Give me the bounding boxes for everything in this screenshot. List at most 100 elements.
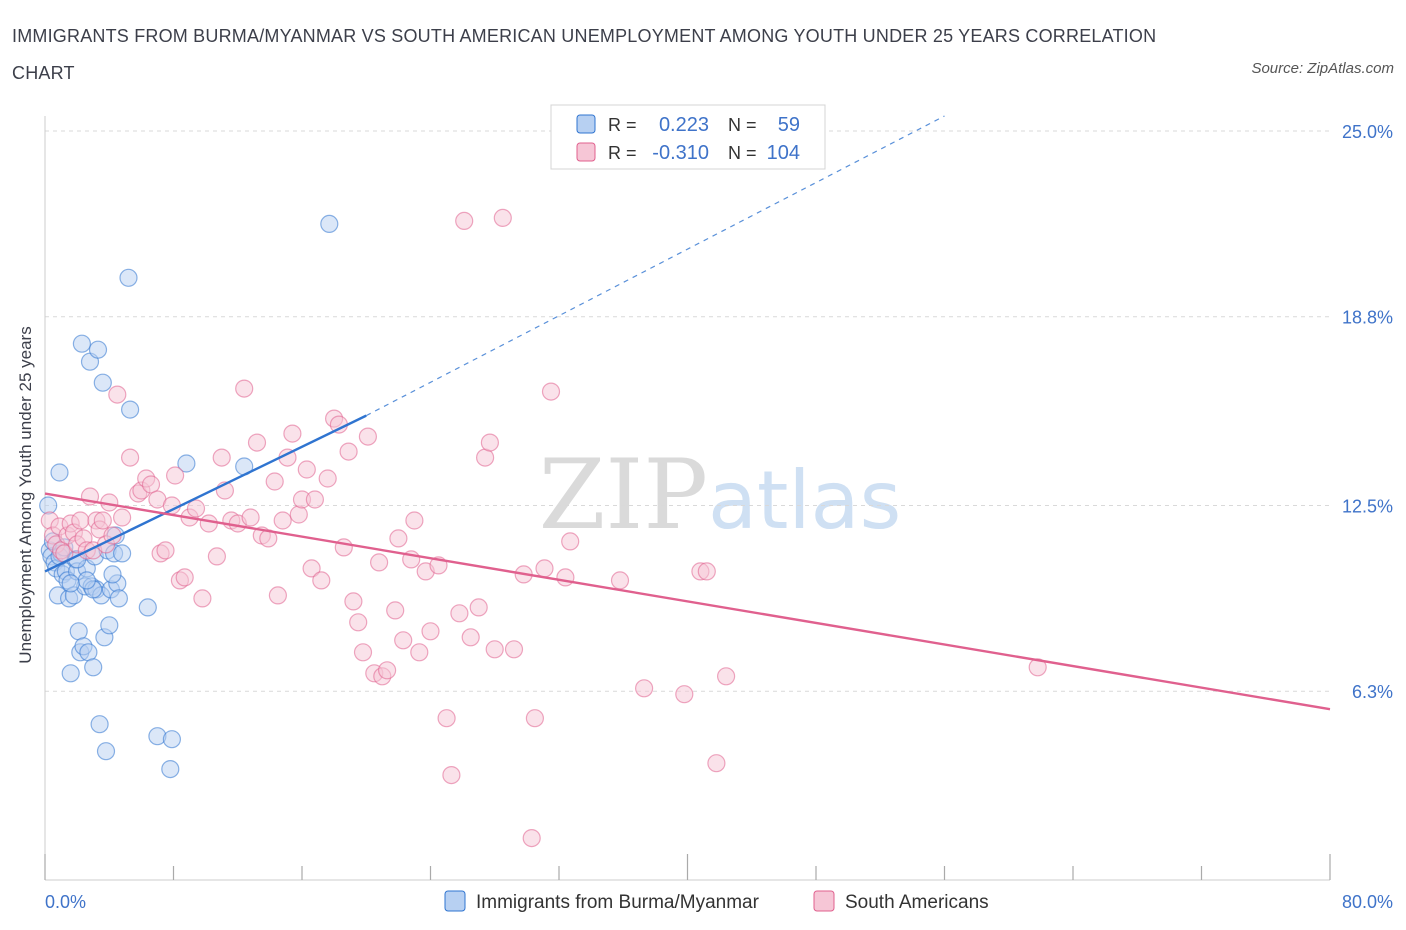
watermark: ZIPatlas — [539, 439, 902, 551]
y-tick-label: 6.3% — [1352, 682, 1393, 702]
data-point — [469, 598, 488, 617]
data-point — [339, 442, 358, 461]
data-point — [138, 598, 157, 617]
data-point — [283, 424, 302, 443]
data-point — [199, 514, 218, 533]
data-point — [39, 496, 58, 515]
data-point — [156, 541, 175, 560]
data-point — [334, 538, 353, 557]
data-point — [100, 616, 119, 635]
data-point — [450, 604, 469, 623]
data-point — [71, 511, 90, 530]
trend-line-pink — [44, 492, 1331, 711]
data-point — [437, 709, 456, 728]
data-point — [61, 574, 80, 593]
data-point — [273, 511, 292, 530]
data-point — [610, 571, 630, 590]
data-point — [480, 433, 499, 452]
data-point — [1028, 658, 1047, 677]
x-tick-label: 0.0% — [45, 892, 86, 912]
data-point — [344, 592, 363, 611]
stats-legend-box — [550, 104, 826, 170]
data-point — [235, 379, 254, 398]
y-tick-label: 25.0% — [1342, 122, 1393, 142]
y-tick-label: 18.8% — [1342, 308, 1393, 328]
y-tick-label: 12.5% — [1342, 496, 1393, 516]
data-point — [389, 529, 408, 548]
data-point — [485, 640, 504, 659]
data-point — [77, 571, 96, 590]
data-point — [141, 475, 161, 494]
data-point — [119, 268, 138, 287]
data-point — [561, 532, 580, 551]
n-value: 104 — [767, 142, 800, 164]
legend-label: South Americans — [845, 892, 989, 913]
trend-line-extension — [365, 115, 945, 417]
data-point — [476, 448, 495, 467]
data-point — [69, 622, 88, 641]
data-point — [162, 730, 181, 749]
data-point — [697, 562, 716, 581]
legend-swatch — [444, 890, 466, 912]
trend-line-blue — [44, 414, 367, 573]
data-point — [175, 568, 194, 587]
data-point — [421, 622, 440, 641]
data-point — [394, 631, 413, 650]
x-tick-label: 80.0% — [1342, 892, 1393, 912]
data-point — [193, 589, 212, 608]
data-point — [212, 448, 231, 467]
data-point — [405, 511, 424, 530]
data-point — [535, 559, 554, 578]
data-point — [166, 466, 185, 485]
data-point — [121, 400, 140, 419]
data-point — [72, 334, 92, 353]
data-point — [675, 685, 694, 704]
data-point — [318, 469, 337, 488]
legend-swatch — [813, 890, 835, 912]
data-point — [177, 454, 196, 473]
data-point — [88, 340, 108, 359]
data-point — [207, 547, 226, 566]
data-point — [96, 742, 116, 761]
r-label: R = — [608, 143, 637, 163]
data-point — [103, 565, 122, 584]
n-label: N = — [728, 143, 757, 163]
r-value: 0.223 — [659, 114, 709, 136]
data-point — [247, 433, 267, 452]
data-point — [302, 559, 321, 578]
source-label: Source: ZipAtlas.com — [1251, 60, 1394, 77]
data-point — [121, 448, 140, 467]
legend-label: Immigrants from Burma/Myanmar — [476, 892, 760, 913]
data-point — [79, 643, 98, 662]
data-point — [541, 382, 561, 401]
series-legend: Immigrants from Burma/Myanmar South Ameri… — [444, 890, 989, 913]
data-point — [634, 679, 654, 698]
data-point — [386, 601, 405, 620]
data-point — [312, 571, 331, 590]
data-point — [108, 385, 127, 404]
data-point — [358, 427, 377, 446]
data-point — [84, 658, 103, 677]
data-point — [353, 643, 373, 662]
data-point — [186, 499, 206, 518]
data-point — [93, 373, 112, 392]
data-point — [297, 460, 316, 479]
data-point — [525, 709, 545, 728]
data-point — [61, 664, 80, 683]
n-label: N = — [728, 115, 757, 135]
r-label: R = — [608, 115, 637, 135]
r-value: -0.310 — [652, 142, 709, 164]
series-pink — [40, 208, 1047, 848]
data-point — [442, 765, 461, 785]
legend-swatch — [576, 114, 596, 134]
data-point — [378, 661, 397, 680]
data-point — [112, 544, 132, 563]
data-point — [320, 214, 339, 233]
data-point — [410, 643, 429, 662]
data-point — [349, 613, 368, 632]
data-point — [109, 589, 129, 608]
stats-legend: R = 0.223 N = 59 R = -0.310 N = 104 — [550, 104, 826, 170]
data-point — [93, 511, 112, 530]
data-point — [455, 211, 474, 230]
